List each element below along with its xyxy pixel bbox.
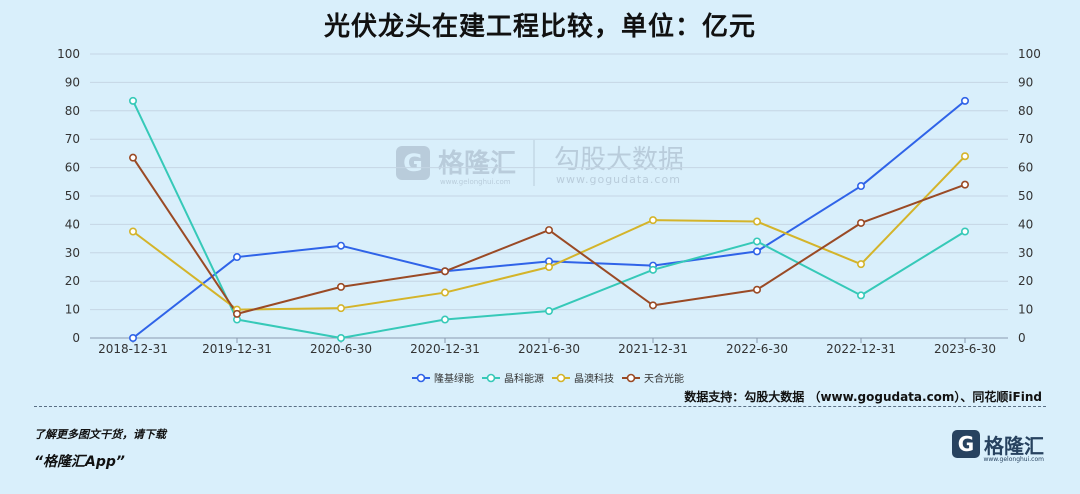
y-tick-label-left: 80 <box>65 104 80 118</box>
x-tick-label: 2020-6-30 <box>310 342 372 356</box>
y-tick-label-left: 70 <box>65 132 80 146</box>
legend-marker-0 <box>416 373 426 383</box>
legend-label-0: 隆基绿能 <box>434 372 474 385</box>
data-point-s3-3 <box>440 267 449 276</box>
logo-text: 格隆汇 <box>984 433 1044 458</box>
data-point-s3-2 <box>336 282 345 291</box>
data-point-s2-3 <box>440 288 449 297</box>
y-tick-label-right: 50 <box>1018 189 1033 203</box>
grid <box>90 53 1008 339</box>
data-point-s3-7 <box>856 218 865 227</box>
legend-label-3: 天合光能 <box>644 372 684 385</box>
data-point-s0-7 <box>856 182 865 191</box>
y-tick-label-right: 70 <box>1018 132 1033 146</box>
watermark-partner-url: www.gogudata.com <box>556 173 681 186</box>
data-point-s0-8 <box>960 96 969 105</box>
axes: 0 0 10 10 20 20 30 30 40 40 50 50 60 60 70 70 80 80 90 90 10… <box>57 47 1041 356</box>
y-tick-label-right: 40 <box>1018 217 1033 231</box>
data-point-s1-5 <box>648 265 657 274</box>
data-point-s1-7 <box>856 291 865 300</box>
y-tick-label-right: 10 <box>1018 303 1033 317</box>
footer-promo: 了解更多图文干货，请下载 <box>34 428 166 441</box>
legend-marker-1 <box>486 373 496 383</box>
data-point-s2-0 <box>129 227 138 236</box>
y-tick-label-right: 20 <box>1018 274 1033 288</box>
chart-title: 光伏龙头在建工程比较，单位：亿元 <box>323 12 756 42</box>
watermark: G 格隆汇 www.gelonghui.com 勾股大数据 www.goguda… <box>396 140 684 186</box>
data-point-s3-4 <box>544 226 553 235</box>
series-line-3 <box>132 157 966 315</box>
data-point-s1-8 <box>960 227 969 236</box>
series-line-1 <box>132 100 966 339</box>
y-tick-label-left: 50 <box>65 189 80 203</box>
footer-logo: G 格隆汇 www.gelonghui.com <box>952 428 1044 463</box>
footer-app-name: “格隆汇App” <box>34 454 125 470</box>
x-tick-label: 2021-12-31 <box>618 342 688 356</box>
y-tick-label-left: 100 <box>57 47 80 61</box>
data-point-s0-1 <box>233 253 242 262</box>
data-point-s3-5 <box>648 301 657 310</box>
y-tick-label-right: 80 <box>1018 104 1033 118</box>
watermark-brand: 格隆汇 <box>438 148 516 179</box>
data-point-s1-2 <box>336 333 345 342</box>
x-tick-label: 2022-6-30 <box>726 342 788 356</box>
data-point-s0-2 <box>336 241 345 250</box>
series-group <box>129 96 969 342</box>
logo-url: www.gelonghui.com <box>983 456 1044 463</box>
y-tick-label-left: 10 <box>65 303 80 317</box>
legend-marker-3 <box>626 373 636 383</box>
x-tick-label: 2020-12-31 <box>410 342 480 356</box>
watermark-partner: 勾股大数据 <box>554 145 684 175</box>
divider <box>34 406 1046 407</box>
data-point-s2-4 <box>544 262 553 271</box>
data-point-s2-8 <box>960 152 969 161</box>
x-tick-label: 2018-12-31 <box>98 342 168 356</box>
watermark-brand-url: www.gelonghui.com <box>440 178 511 186</box>
data-point-s3-8 <box>960 180 969 189</box>
legend-marker-2 <box>556 373 566 383</box>
y-tick-label-right: 60 <box>1018 161 1033 175</box>
data-point-s0-6 <box>752 247 761 256</box>
data-point-s1-6 <box>752 237 761 246</box>
x-tick-label: 2019-12-31 <box>202 342 272 356</box>
watermark-logo-letter: G <box>403 149 423 177</box>
y-tick-label-right: 30 <box>1018 246 1033 260</box>
data-point-s2-6 <box>752 217 761 226</box>
logo-mark: G <box>952 430 980 458</box>
data-point-s0-0 <box>129 333 138 342</box>
y-tick-label-left: 0 <box>72 331 80 345</box>
data-point-s3-6 <box>752 285 761 294</box>
y-tick-label-right: 90 <box>1018 75 1033 89</box>
x-tick-label: 2021-6-30 <box>518 342 580 356</box>
data-point-s3-1 <box>233 309 242 318</box>
legend: 隆基绿能 晶科能源 晶澳科技 天合光能 <box>412 372 684 385</box>
y-tick-label-right: 100 <box>1018 47 1041 61</box>
y-tick-label-right: 0 <box>1018 331 1026 345</box>
data-point-s1-3 <box>440 315 449 324</box>
data-point-s2-2 <box>336 304 345 313</box>
legend-label-1: 晶科能源 <box>504 372 544 385</box>
watermark-logo-mark <box>396 146 430 180</box>
data-point-s2-5 <box>648 216 657 225</box>
series-line-0 <box>132 100 966 339</box>
data-source: 数据支持：勾股大数据 （www.gogudata.com）、同花顺iFind <box>684 390 1042 404</box>
data-point-s1-4 <box>544 307 553 316</box>
y-tick-label-left: 20 <box>65 274 80 288</box>
legend-label-2: 晶澳科技 <box>574 372 614 385</box>
y-tick-label-left: 60 <box>65 161 80 175</box>
x-tick-label: 2022-12-31 <box>826 342 896 356</box>
data-point-s3-0 <box>129 153 138 162</box>
y-tick-label-left: 40 <box>65 217 80 231</box>
data-point-s2-7 <box>856 260 865 269</box>
x-tick-label: 2023-6-30 <box>934 342 996 356</box>
y-tick-label-left: 30 <box>65 246 80 260</box>
y-tick-label-left: 90 <box>65 75 80 89</box>
data-point-s1-0 <box>129 96 138 105</box>
